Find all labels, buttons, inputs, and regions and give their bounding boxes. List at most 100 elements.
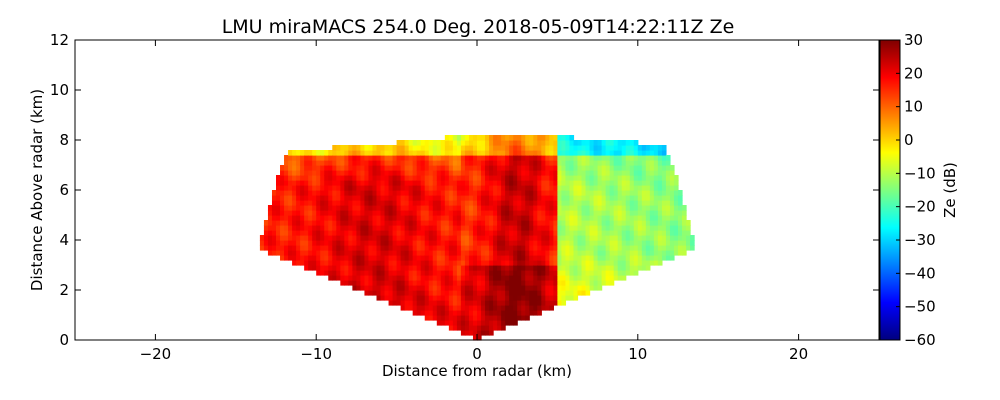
radar-gate [485, 185, 490, 191]
radar-gate [617, 190, 623, 196]
radar-gate [304, 205, 309, 211]
radar-gate [404, 210, 410, 216]
radar-gate [292, 195, 297, 201]
radar-gate [464, 175, 470, 181]
radar-gate [613, 215, 619, 221]
radar-gate [468, 255, 474, 261]
radar-gate [529, 250, 534, 256]
radar-gate [525, 210, 530, 216]
radar-gate [340, 145, 345, 151]
radar-gate [561, 165, 567, 171]
radar-gate [412, 145, 418, 151]
radar-gate [464, 275, 470, 281]
radar-gate [324, 250, 329, 256]
radar-gate [356, 180, 362, 186]
radar-gate [553, 170, 558, 176]
radar-gate [537, 225, 542, 231]
radar-gate [617, 200, 623, 206]
radar-gate [316, 215, 321, 221]
radar-gate [372, 205, 378, 211]
radar-gate [340, 185, 345, 191]
radar-gate [485, 225, 490, 231]
radar-gate [356, 280, 362, 286]
radar-gate [288, 205, 293, 211]
radar-gate [380, 220, 386, 226]
radar-gate [529, 285, 534, 291]
radar-gate [288, 175, 293, 181]
radar-gate [661, 215, 667, 221]
radar-gate [682, 235, 687, 241]
radar-gate [468, 250, 474, 256]
radar-gate [448, 260, 454, 266]
radar-gate [649, 145, 655, 151]
radar-gate [533, 270, 538, 276]
radar-gate [472, 185, 478, 191]
radar-gate [477, 180, 482, 186]
radar-gate [372, 280, 378, 286]
radar-gate [521, 145, 526, 151]
radar-gate [501, 300, 506, 306]
radar-gate [509, 170, 514, 176]
radar-gate [392, 225, 398, 231]
radar-gate [589, 245, 595, 251]
radar-gate [304, 220, 309, 226]
radar-gate [428, 305, 434, 311]
radar-gate [420, 205, 426, 211]
radar-gate [549, 205, 554, 211]
radar-gate [545, 185, 550, 191]
radar-gate [267, 210, 273, 216]
radar-gate [456, 245, 462, 251]
radar-gate [573, 230, 579, 236]
radar-gate [645, 150, 651, 156]
radar-gate [649, 255, 655, 261]
radar-gate [356, 265, 362, 271]
radar-gate [344, 190, 349, 196]
radar-gate [501, 325, 506, 331]
radar-gate [485, 195, 490, 201]
radar-gate [440, 300, 446, 306]
radar-gate [468, 165, 474, 171]
radar-gate [541, 230, 546, 236]
radar-gate [605, 270, 611, 276]
radar-gate [489, 230, 494, 236]
radar-gate [585, 165, 591, 171]
radar-gate [629, 225, 635, 231]
radar-gate [360, 235, 366, 241]
radar-gate [396, 260, 402, 266]
radar-reflectivity-field [259, 135, 695, 341]
radar-gate [352, 180, 357, 186]
radar-gate [577, 245, 583, 251]
y-tick-label: 12 [50, 31, 69, 49]
radar-gate [296, 165, 301, 171]
radar-gate [460, 295, 466, 301]
radar-gate [456, 135, 462, 141]
radar-gate [424, 240, 430, 246]
radar-gate [400, 230, 406, 236]
radar-gate [280, 215, 285, 221]
radar-gate [605, 205, 611, 211]
radar-gate [352, 265, 357, 271]
radar-gate [629, 190, 635, 196]
radar-gate [340, 275, 345, 281]
radar-gate [617, 265, 623, 271]
radar-gate [557, 165, 563, 171]
radar-gate [509, 195, 514, 201]
radar-gate [585, 215, 591, 221]
radar-gate [513, 260, 518, 266]
radar-gate [645, 265, 651, 271]
radar-gate [360, 265, 366, 271]
radar-gate [545, 225, 550, 231]
radar-gate [308, 185, 313, 191]
radar-gate [585, 200, 591, 206]
radar-gate [348, 205, 353, 211]
radar-gate [641, 235, 647, 241]
radar-gate [340, 180, 345, 186]
radar-gate [585, 145, 591, 151]
radar-gate [517, 180, 522, 186]
radar-gate [420, 290, 426, 296]
radar-gate [440, 155, 446, 161]
radar-gate [368, 290, 374, 296]
radar-gate [645, 220, 651, 226]
radar-gate [472, 335, 478, 341]
radar-gate [509, 230, 514, 236]
